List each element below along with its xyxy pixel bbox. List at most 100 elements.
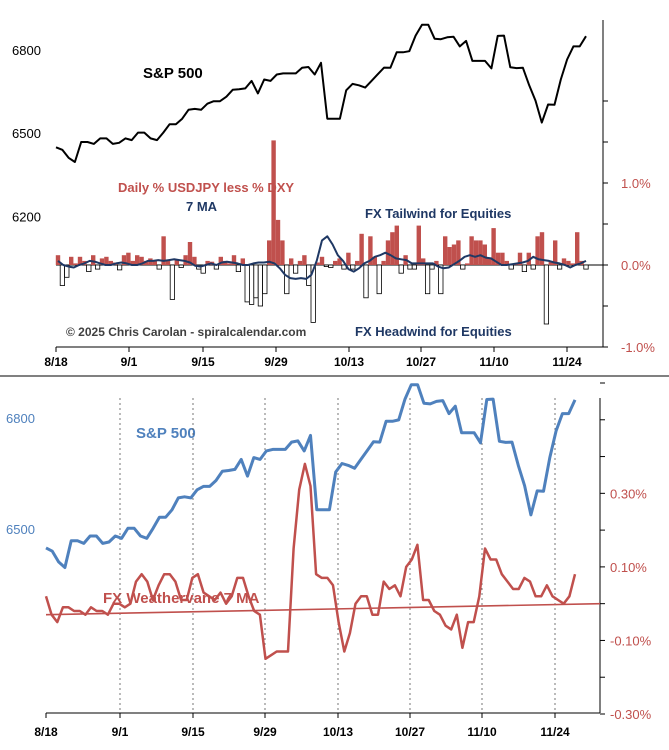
fx-bar <box>244 264 250 303</box>
top-sp500-label: S&P 500 <box>143 65 203 82</box>
copyright-label: © 2025 Chris Carolan - spiralcalendar.co… <box>66 325 306 339</box>
fx-bar <box>521 264 528 272</box>
fx-bar <box>535 236 540 265</box>
fx-bar <box>143 260 149 265</box>
bottom-x-tick-label: 9/29 <box>253 725 277 739</box>
top-left-tick-label: 6500 <box>12 126 41 141</box>
fx-bar <box>451 244 457 265</box>
fx-bar <box>328 264 334 268</box>
fx-bar <box>583 264 589 270</box>
fx-bar <box>355 260 360 265</box>
fx-bar <box>385 240 391 265</box>
fx-bar <box>121 255 127 265</box>
fx-bar <box>407 264 413 270</box>
fx-bar <box>447 247 452 265</box>
top-right-tick-label: -1.0% <box>621 340 655 355</box>
fx-bar <box>381 260 386 265</box>
top-sp500-line <box>55 23 587 163</box>
fx-bar <box>104 256 109 265</box>
fx-bar <box>257 264 264 307</box>
fx-bar <box>130 260 135 265</box>
fx-bar <box>271 140 276 265</box>
fx-bar <box>86 264 92 272</box>
fx-bar <box>438 264 444 295</box>
fx-bar <box>526 252 531 265</box>
fx-bar <box>183 255 188 265</box>
fx-bar <box>262 264 268 295</box>
fx-bar <box>302 255 307 265</box>
bottom-sp500-line <box>45 383 577 569</box>
fx-bar <box>504 260 509 265</box>
fx-bar <box>108 260 113 265</box>
fx-bar <box>117 264 123 271</box>
fx-bar <box>248 264 255 305</box>
bottom-x-tick-label: 11/10 <box>467 725 497 739</box>
fx-bar <box>491 228 496 265</box>
fx-bar <box>570 263 575 265</box>
fx-bar <box>152 260 157 265</box>
fx-bar <box>218 256 223 265</box>
fx-bar <box>346 252 351 265</box>
fx-bar <box>575 232 580 265</box>
bottom-right-tick-label: 0.30% <box>610 486 647 501</box>
fx-bar <box>557 264 563 270</box>
fx-bar <box>297 260 303 265</box>
top-right-tick-label: 0.0% <box>621 258 651 273</box>
fx-bar <box>126 252 131 265</box>
top-x-tick-label: 10/13 <box>334 355 364 369</box>
fx-bar <box>530 264 536 270</box>
bottom-left-tick-label: 6500 <box>6 522 35 537</box>
bottom-right-tick-label: 0.10% <box>610 560 647 575</box>
fx-bar <box>95 264 101 270</box>
fx-bar <box>319 256 325 265</box>
bottom-x-tick-label: 11/24 <box>540 725 570 739</box>
top-x-tick-label: 9/1 <box>121 355 138 369</box>
bottom-sp500-label: S&P 500 <box>136 425 196 442</box>
fx-bar <box>337 258 342 265</box>
fx-bar <box>517 252 523 265</box>
fx-bar <box>64 264 70 278</box>
fx-bar <box>169 264 175 300</box>
top-x-tick-label: 9/15 <box>191 355 215 369</box>
top-ma-label: 7 MA <box>186 199 218 214</box>
fx-bar <box>315 262 320 265</box>
fx-bar <box>91 255 96 265</box>
fx-bar <box>469 236 474 265</box>
fx-bar <box>508 264 514 270</box>
fx-bar <box>429 264 435 270</box>
fx-bar <box>363 264 369 299</box>
fx-bar <box>561 258 567 265</box>
trend-line <box>45 602 601 616</box>
top-x-tick-label: 9/29 <box>264 355 288 369</box>
top-x-tick-label: 10/27 <box>406 355 436 369</box>
fx-bar <box>416 225 421 265</box>
fx-bar <box>359 233 364 265</box>
fx-bar <box>192 256 197 265</box>
fx-bar <box>178 264 184 268</box>
bottom-right-tick-label: -0.10% <box>610 633 652 648</box>
fx-bar <box>482 244 487 265</box>
fx-bar <box>165 260 171 265</box>
fx-bar <box>333 260 338 265</box>
bottom-x-tick-label: 8/18 <box>34 725 58 739</box>
weathervane-line <box>44 462 577 661</box>
bottom-x-tick-label: 10/27 <box>395 725 425 739</box>
fx-bar <box>99 258 105 265</box>
fx-bar <box>487 258 492 265</box>
fx-bar <box>372 256 377 265</box>
top-left-tick-label: 6200 <box>12 209 41 224</box>
chart-marks: 6800 6500 6200 1.0% 0.0% -1.0% 8/18 9/1 9/15 9/29… <box>6 23 655 739</box>
fx-bar <box>59 264 66 286</box>
fx-bar <box>240 258 245 265</box>
top-right-tick-label: 1.0% <box>621 176 651 191</box>
fx-bar <box>205 260 210 265</box>
fx-bar <box>495 252 501 265</box>
ma7-line <box>57 235 587 280</box>
fx-bar <box>478 240 483 265</box>
fx-bar <box>174 260 179 265</box>
fx-bar <box>284 264 290 295</box>
fx-bar <box>411 264 418 270</box>
fx-bar <box>253 264 259 299</box>
